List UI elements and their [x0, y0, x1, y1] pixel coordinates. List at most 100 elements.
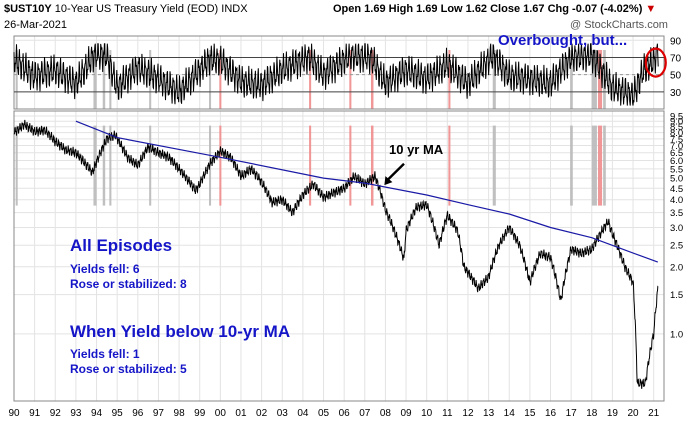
rsi-tick-label: 30	[670, 88, 682, 99]
rsi-tick-label: 90	[670, 36, 682, 47]
price-panel-frame	[13, 110, 665, 402]
exchange: INDX	[221, 3, 248, 15]
annotation-marks	[384, 47, 667, 186]
signal-band-price	[492, 125, 496, 206]
ohlc-values: Open 1.69 High 1.69 Low 1.62 Close 1.67 …	[333, 3, 657, 15]
signal-band-price	[603, 125, 606, 206]
below-fell: Yields fell: 1	[70, 347, 140, 361]
x-tick-label: 10	[421, 408, 433, 419]
signal-band-price	[591, 125, 597, 206]
x-tick-label: 07	[359, 408, 371, 419]
ma-arrow-shaft	[386, 162, 405, 181]
price-tick-label: 4.0	[670, 195, 683, 206]
signal-band-rsi	[309, 50, 312, 109]
signal-band-price	[309, 125, 312, 206]
signal-band-rsi	[591, 50, 597, 109]
ma-line	[75, 120, 659, 263]
x-tick-label: 11	[442, 408, 453, 419]
x-tick-label: 90	[8, 408, 20, 419]
signal-band-rsi	[209, 50, 212, 109]
x-tick-label: 00	[215, 408, 227, 419]
signal-band-rsi	[93, 50, 97, 109]
signal-band-rsi	[370, 50, 374, 109]
price-tick-label: 2.0	[670, 262, 683, 273]
price-tick-label: 1.0	[670, 329, 683, 340]
signal-band-price	[370, 125, 374, 206]
x-tick-label: 09	[401, 408, 413, 419]
x-tick-label: 01	[235, 408, 247, 419]
x-tick-label: 21	[648, 408, 660, 419]
x-tick-label: 06	[339, 408, 351, 419]
x-tick-label: 98	[174, 408, 186, 419]
signal-band-rsi	[15, 50, 18, 109]
signal-band-rsi	[570, 50, 573, 109]
x-tick-label: 16	[545, 408, 557, 419]
signal-band-rsi	[597, 50, 603, 109]
x-tick-label: 96	[132, 408, 144, 419]
rsi-tick-label: 50	[670, 71, 682, 82]
price-line	[13, 119, 659, 389]
price-tick-label: 9.5	[670, 111, 683, 122]
x-tick-label: 92	[50, 408, 62, 419]
price-tick-label: 5.5	[670, 164, 683, 175]
rsi-line	[13, 43, 659, 106]
signal-band-price	[349, 125, 352, 206]
signal-band-price	[570, 125, 573, 206]
x-tick-label: 05	[318, 408, 330, 419]
signal-band-price	[93, 125, 97, 206]
x-tick-label: 99	[194, 408, 206, 419]
x-tick-label: 02	[256, 408, 268, 419]
overbought-circle	[644, 47, 667, 78]
x-tick-label: 03	[277, 408, 289, 419]
below-rose: Rose or stabilized: 5	[70, 362, 187, 376]
x-tick-label: 14	[504, 408, 516, 419]
x-tick-label: 15	[524, 408, 536, 419]
signal-band-rsi	[448, 50, 451, 109]
signal-band-price	[448, 125, 451, 206]
signal-band-rsi	[219, 50, 222, 109]
signal-band-price	[109, 125, 112, 206]
x-tick-label: 91	[29, 408, 41, 419]
price-tick-label: 3.0	[670, 223, 683, 234]
price-tick-label: 8.0	[670, 128, 683, 139]
price-tick-label: 7.0	[670, 141, 683, 152]
symbol: $UST10Y	[4, 3, 52, 15]
all-fell: Yields fell: 6	[70, 262, 140, 276]
x-tick-label: 12	[462, 408, 474, 419]
x-tick-label: 18	[586, 408, 598, 419]
x-tick-label: 20	[627, 408, 639, 419]
signal-band-price	[597, 125, 603, 206]
price-tick-label: 3.5	[670, 208, 683, 219]
price-tick-label: 4.5	[670, 184, 683, 195]
signal-bands	[15, 50, 606, 206]
price-tick-label: 9.0	[670, 117, 683, 128]
overbought-label: Overbought, but...	[498, 32, 628, 49]
x-tick-label: 17	[566, 408, 578, 419]
date: 26-Mar-2021	[4, 19, 67, 31]
down-arrow-icon: ▼	[645, 3, 657, 15]
x-tick-label: 97	[153, 408, 165, 419]
chart-header-line1: $UST10Y 10-Year US Treasury Yield (EOD) …	[4, 3, 248, 15]
chart-series	[13, 43, 659, 389]
price-tick-label: 6.5	[670, 148, 683, 159]
all-episodes-title: All Episodes	[70, 236, 173, 255]
signal-band-price	[219, 125, 222, 206]
price-tick-label: 1.5	[670, 290, 683, 301]
x-tick-label: 04	[297, 408, 309, 419]
x-tick-label: 08	[380, 408, 392, 419]
signal-band-price	[102, 125, 106, 206]
price-tick-label: 7.5	[670, 134, 683, 145]
x-tick-label: 95	[112, 408, 124, 419]
x-tick-label: 13	[483, 408, 495, 419]
rsi-tick-label: 70	[670, 53, 682, 64]
price-tick-label: 8.5	[670, 122, 683, 133]
x-tick-label: 19	[607, 408, 619, 419]
signal-band-rsi	[109, 50, 112, 109]
signal-band-rsi	[102, 50, 106, 109]
signal-band-price	[15, 125, 18, 206]
ma-label: 10 yr MA	[389, 142, 444, 157]
price-tick-label: 2.5	[670, 241, 683, 252]
signal-band-price	[149, 125, 152, 206]
ma-arrow-head	[384, 176, 393, 186]
